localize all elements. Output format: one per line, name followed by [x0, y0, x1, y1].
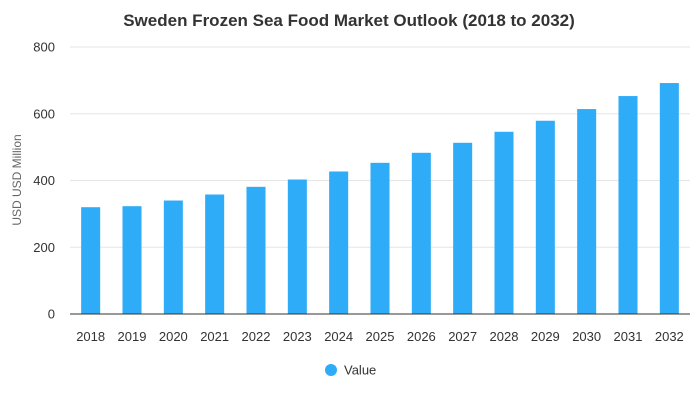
x-tick-label: 2024	[324, 329, 353, 344]
legend-marker	[325, 364, 337, 376]
legend[interactable]: Value	[325, 363, 376, 378]
bar-2021[interactable]	[205, 194, 225, 314]
y-tick-label: 200	[33, 240, 55, 255]
bar-2023[interactable]	[287, 179, 307, 314]
bar-2019[interactable]	[122, 206, 142, 314]
x-tick-label: 2031	[614, 329, 643, 344]
x-tick-label: 2023	[283, 329, 312, 344]
bar-2020[interactable]	[163, 200, 183, 314]
bar-2018[interactable]	[81, 207, 101, 314]
y-axis-label: USD USD Million	[10, 134, 24, 225]
x-tick-label: 2032	[655, 329, 684, 344]
bar-2024[interactable]	[329, 171, 349, 314]
y-axis: 0 200 400 600 800	[33, 40, 55, 322]
bar-2026[interactable]	[411, 152, 431, 314]
bar-2028[interactable]	[494, 131, 514, 314]
y-tick-label: 800	[33, 40, 55, 55]
x-tick-label: 2022	[242, 329, 271, 344]
bar-2030[interactable]	[577, 109, 597, 314]
x-tick-label: 2018	[76, 329, 105, 344]
x-tick-label: 2028	[490, 329, 519, 344]
x-tick-label: 2025	[366, 329, 395, 344]
bars	[81, 83, 679, 314]
y-tick-label: 400	[33, 173, 55, 188]
x-tick-label: 2020	[159, 329, 188, 344]
x-tick-label: 2027	[448, 329, 477, 344]
bar-2032[interactable]	[659, 83, 679, 314]
y-tick-label: 600	[33, 106, 55, 121]
x-tick-label: 2021	[200, 329, 229, 344]
bar-2027[interactable]	[453, 142, 473, 314]
bar-2031[interactable]	[618, 96, 638, 314]
legend-label: Value	[344, 363, 376, 378]
bar-2022[interactable]	[246, 186, 266, 314]
x-tick-label: 2019	[118, 329, 147, 344]
x-tick-label: 2026	[407, 329, 436, 344]
chart-title: Sweden Frozen Sea Food Market Outlook (2…	[123, 11, 575, 30]
x-tick-label: 2030	[572, 329, 601, 344]
bar-2025[interactable]	[370, 162, 390, 314]
y-tick-label: 0	[48, 307, 55, 322]
bar-2029[interactable]	[535, 120, 555, 314]
x-axis: 2018 2019 2020 2021 2022 2023 2024 2025 2026 2027…	[70, 313, 690, 344]
x-tick-label: 2029	[531, 329, 560, 344]
